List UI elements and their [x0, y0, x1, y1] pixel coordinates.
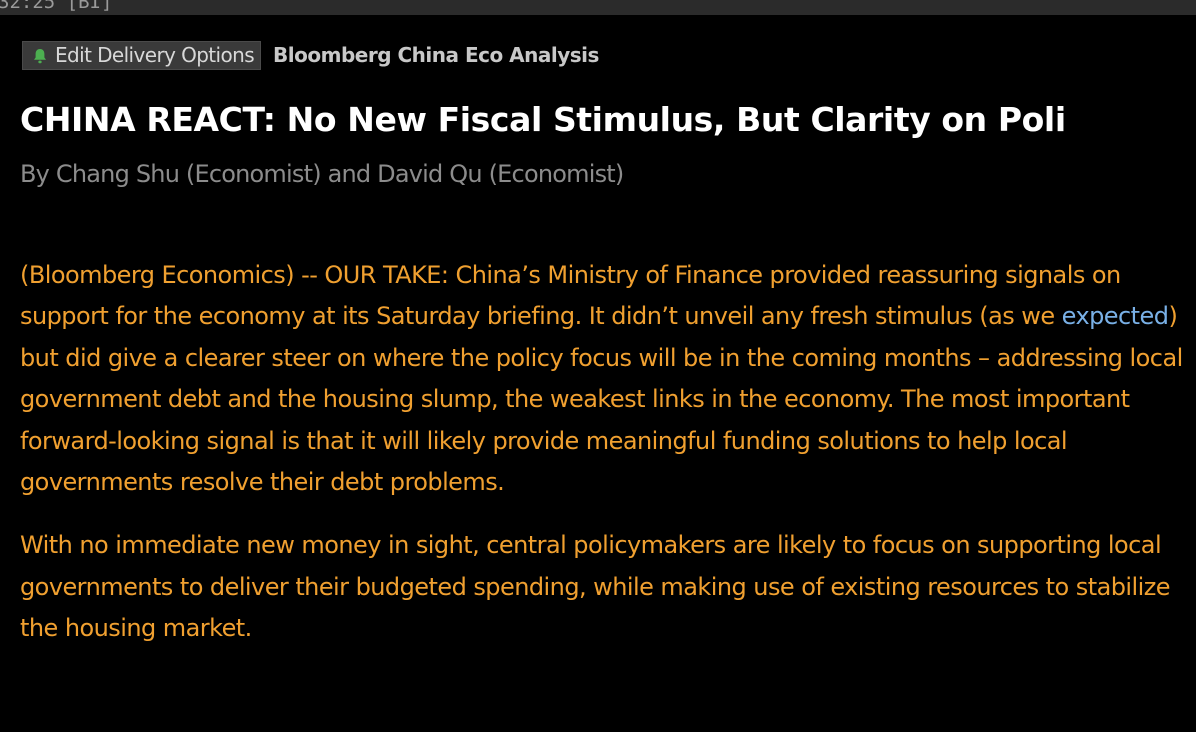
story-header: Edit Delivery Options Bloomberg China Ec… [22, 40, 599, 70]
terminal-top-bar: 32:25 [BI] [0, 0, 1196, 15]
body-paragraph-2: With no immediate new money in sight, ce… [20, 531, 1171, 643]
story-body: (Bloomberg Economics) -- OUR TAKE: China… [20, 255, 1185, 672]
body-paragraph-1: (Bloomberg Economics) -- OUR TAKE: China… [20, 255, 1185, 503]
source-name[interactable]: Bloomberg China Eco Analysis [273, 43, 599, 67]
bell-icon [31, 46, 49, 64]
story-headline: CHINA REACT: No New Fiscal Stimulus, But… [20, 100, 1066, 139]
paragraph-1-text-end: ) but did give a clearer steer on where … [20, 302, 1183, 497]
top-bar-text: 32:25 [BI] [0, 0, 113, 13]
story-byline: By Chang Shu (Economist) and David Qu (E… [20, 160, 624, 188]
edit-delivery-options-label: Edit Delivery Options [55, 43, 255, 67]
edit-delivery-options-button[interactable]: Edit Delivery Options [22, 40, 262, 70]
paragraph-1-text-start: (Bloomberg Economics) -- OUR TAKE: China… [20, 261, 1121, 331]
expected-link[interactable]: expected [1061, 302, 1169, 331]
